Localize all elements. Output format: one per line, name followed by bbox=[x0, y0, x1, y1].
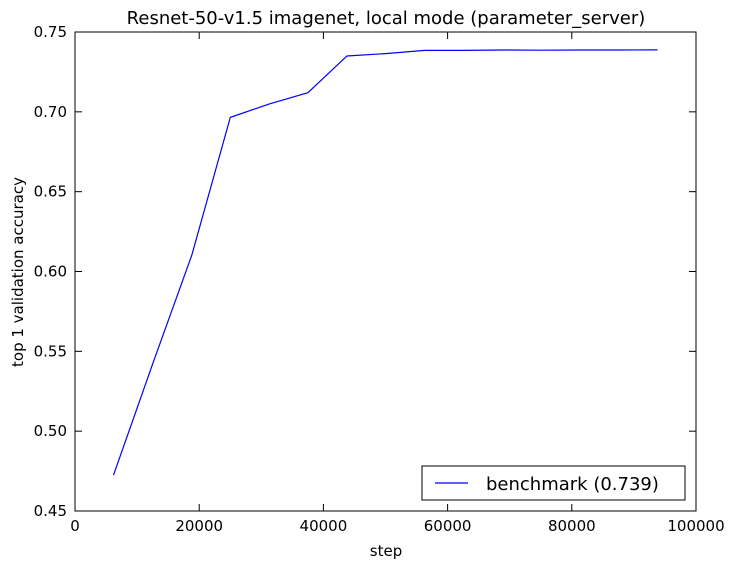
y-tick-label: 0.75 bbox=[34, 23, 67, 41]
y-tick-label: 0.45 bbox=[34, 502, 67, 520]
y-tick-label: 0.65 bbox=[34, 183, 67, 201]
plot-area bbox=[74, 31, 697, 512]
y-axis-label: top 1 validation accuracy bbox=[9, 177, 27, 367]
series-layer bbox=[112, 49, 658, 476]
legend-label: benchmark (0.739) bbox=[486, 474, 659, 495]
y-axis: 0.45 0.50 0.55 0.60 0.65 0.70 0.75 bbox=[34, 23, 696, 520]
series-line bbox=[112, 49, 658, 476]
legend: benchmark (0.739) bbox=[421, 465, 686, 501]
x-axis: 0 20000 40000 60000 80000 100000 bbox=[70, 32, 725, 535]
chart-title: Resnet-50-v1.5 imagenet, local mode (par… bbox=[127, 8, 646, 29]
x-tick-label: 80000 bbox=[548, 517, 596, 535]
y-tick-label: 0.60 bbox=[34, 263, 67, 281]
x-axis-label: step bbox=[370, 542, 402, 560]
y-tick-label: 0.50 bbox=[34, 422, 67, 440]
plot-frame bbox=[74, 31, 697, 512]
y-tick-label: 0.70 bbox=[34, 103, 67, 121]
x-tick-label: 0 bbox=[70, 517, 80, 535]
x-tick-label: 100000 bbox=[667, 517, 724, 535]
y-tick-label: 0.55 bbox=[34, 342, 67, 360]
x-tick-label: 40000 bbox=[300, 517, 348, 535]
x-tick-label: 60000 bbox=[424, 517, 472, 535]
x-tick-label: 20000 bbox=[175, 517, 223, 535]
